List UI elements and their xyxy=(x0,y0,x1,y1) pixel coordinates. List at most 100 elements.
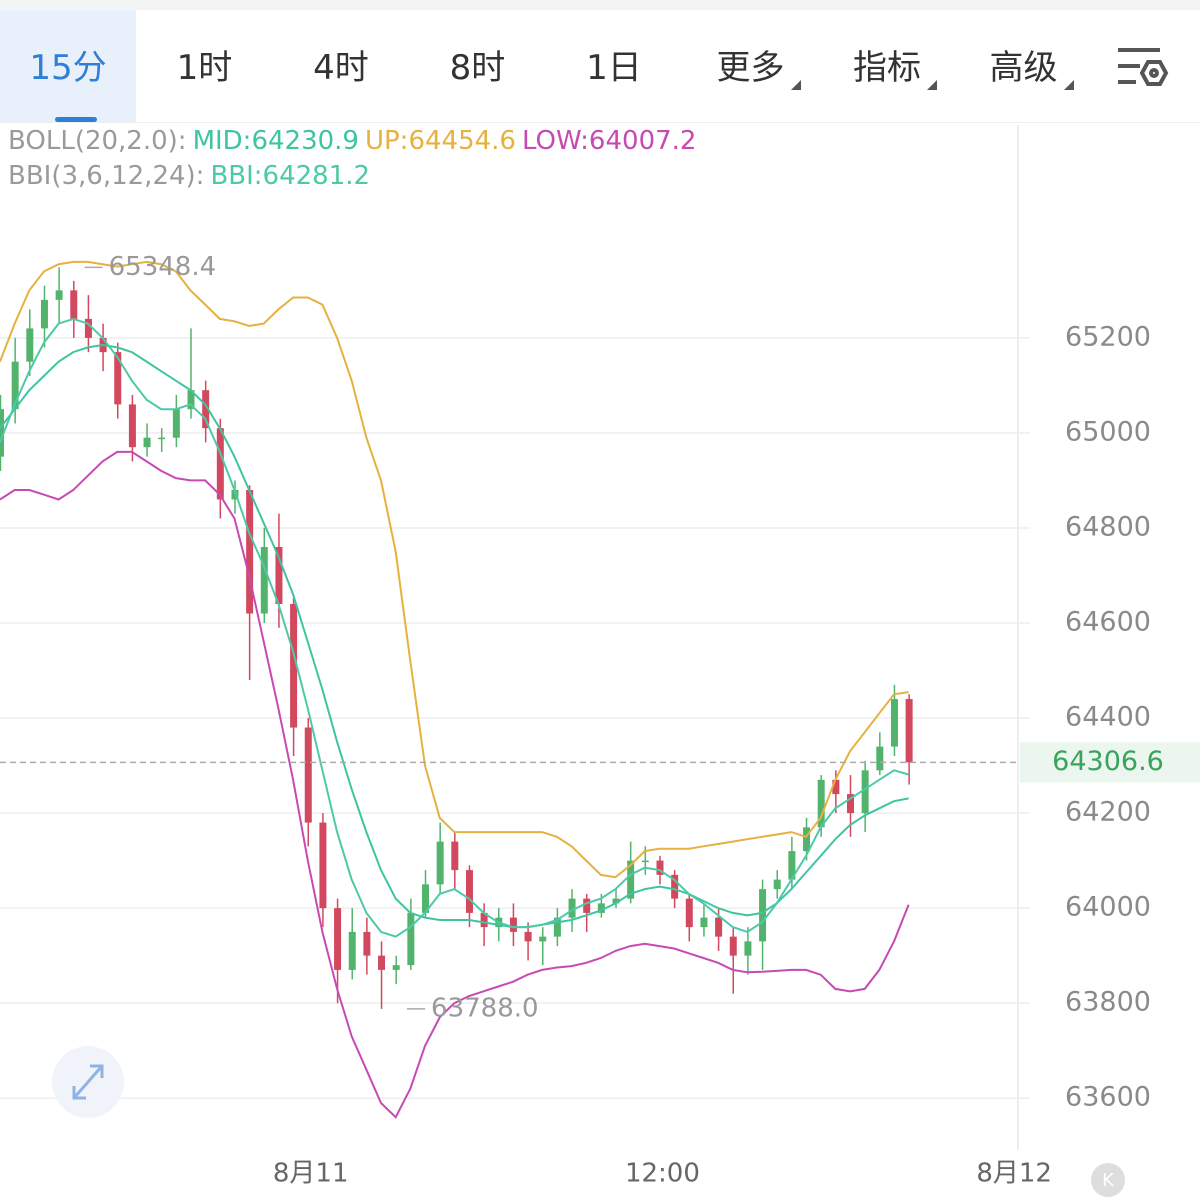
y-tick-label: 64600 xyxy=(1065,607,1151,638)
candle-body xyxy=(84,318,92,338)
candle-body xyxy=(202,390,210,429)
x-tick-label: 12:00 xyxy=(625,1159,700,1189)
y-tick-label: 65200 xyxy=(1065,321,1151,352)
y-tick-label: 63600 xyxy=(1065,1082,1151,1113)
indicator-line xyxy=(0,317,909,938)
candle-body xyxy=(685,898,693,928)
candle-body xyxy=(290,603,298,728)
candle-body xyxy=(436,841,444,885)
legend-item: BBI:64281.2 xyxy=(210,161,371,191)
candle-body xyxy=(26,328,34,362)
candle-body xyxy=(0,409,4,457)
candle-body xyxy=(553,917,561,937)
y-tick-label: 64200 xyxy=(1065,797,1151,828)
candle-body xyxy=(465,870,473,913)
status-strip xyxy=(0,0,1200,10)
candle-body xyxy=(656,860,664,875)
legend-row: BBI(3,6,12,24): BBI:64281.2 xyxy=(8,159,702,194)
candle-body xyxy=(890,699,898,747)
x-tick-label: 8月12 xyxy=(976,1159,1052,1189)
tab[interactable]: 高级 xyxy=(956,10,1092,122)
y-tick-label: 63800 xyxy=(1065,987,1151,1018)
candle-body xyxy=(729,936,737,956)
candle-body xyxy=(11,361,19,410)
candle-body xyxy=(832,779,840,795)
indicator-legend: BOLL(20,2.0): MID:64230.9 UP:64454.6 LOW:64… xyxy=(8,124,702,194)
candle-body xyxy=(216,428,224,500)
candle-body xyxy=(407,912,415,966)
candle-body xyxy=(143,437,151,448)
expand-button[interactable] xyxy=(52,1046,124,1118)
candle-body xyxy=(788,851,796,880)
candle-body xyxy=(363,931,371,956)
candle-body xyxy=(114,352,122,405)
tab[interactable]: 指标 xyxy=(819,10,955,122)
candle-body xyxy=(597,903,605,913)
y-tick-label: 64000 xyxy=(1065,892,1151,923)
legend-label: BOLL(20,2.0): xyxy=(8,126,187,156)
k-button[interactable]: K xyxy=(1091,1163,1125,1197)
candle-body xyxy=(671,874,679,899)
tab[interactable]: 1时 xyxy=(176,48,233,88)
candle-body xyxy=(700,917,708,928)
tab[interactable]: 8时 xyxy=(449,48,506,88)
legend-label: BBI(3,6,12,24): xyxy=(8,161,205,191)
y-tick-label: 65000 xyxy=(1065,416,1151,447)
candle-body xyxy=(158,437,166,440)
icon: K xyxy=(1102,1170,1115,1191)
candle-body xyxy=(40,299,48,329)
candle-body xyxy=(304,727,312,823)
settings-icon[interactable] xyxy=(1118,48,1169,86)
candle-body xyxy=(539,936,547,942)
candle-body xyxy=(524,931,532,942)
candle-body xyxy=(641,860,649,863)
indicator-line xyxy=(0,450,910,1119)
last-price-box xyxy=(1020,742,1200,783)
candle-body xyxy=(392,965,400,970)
candle-body xyxy=(451,841,459,871)
tab[interactable]: 1日 xyxy=(586,48,642,88)
indicator-line xyxy=(0,343,909,929)
candle-body xyxy=(187,390,195,410)
candle-body xyxy=(231,489,239,500)
tab[interactable]: 15分 xyxy=(0,10,136,122)
candle-body xyxy=(759,889,767,942)
candle-body xyxy=(246,489,254,614)
candle-body xyxy=(172,409,180,438)
timeframe-tabs: 15分 1时 4时 8时 1日 更多 指标 高级 xyxy=(0,10,1200,123)
candle-body xyxy=(128,404,136,448)
candle-body xyxy=(334,908,342,970)
y-tick-label: 64400 xyxy=(1065,702,1151,733)
x-tick-label: 8月11 xyxy=(273,1159,349,1189)
candle-body xyxy=(422,884,429,913)
candle-body xyxy=(319,822,327,909)
y-tick-label: 64800 xyxy=(1065,511,1151,542)
candle-body xyxy=(773,879,781,890)
candle-body xyxy=(744,941,752,956)
candle-body xyxy=(817,779,825,828)
candle-body xyxy=(847,794,854,814)
last-price-label: 64306.6 xyxy=(1052,746,1164,777)
candle-body xyxy=(509,917,517,932)
candle-body xyxy=(480,912,488,928)
legend-item: UP:64454.6 xyxy=(364,126,516,156)
candle-body xyxy=(905,699,913,763)
candle-body xyxy=(715,917,723,937)
candle-body xyxy=(803,827,811,852)
indicator-line xyxy=(0,260,909,879)
legend-item: MID:64230.9 xyxy=(192,126,359,156)
candle-body xyxy=(348,931,356,970)
legend-row: BOLL(20,2.0): MID:64230.9 UP:64454.6 LOW:64… xyxy=(8,124,702,159)
candle-body xyxy=(55,290,63,300)
candle-body xyxy=(583,898,591,913)
tab[interactable]: 4时 xyxy=(313,48,369,88)
tab[interactable]: 更多 xyxy=(683,10,819,122)
candle-body xyxy=(70,290,78,319)
candle-body xyxy=(627,860,635,899)
legend-item: LOW:64007.2 xyxy=(521,126,697,156)
annotation-label: 63788.0 xyxy=(431,993,539,1023)
annotation-label: 65348.4 xyxy=(109,252,217,282)
candle-body xyxy=(260,546,268,614)
